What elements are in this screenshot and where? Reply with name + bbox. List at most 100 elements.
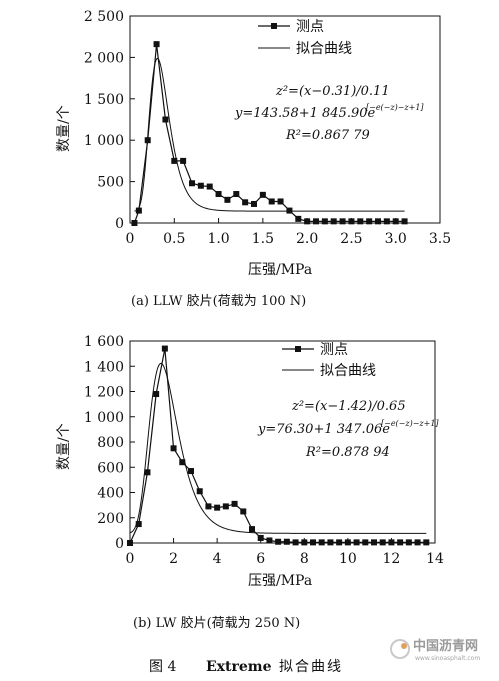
x-tick-label: 0 — [126, 551, 135, 567]
y-tick-label: 1 000 — [84, 133, 124, 149]
watermark-logo-icon — [390, 639, 410, 659]
y-tick-label: 1 200 — [84, 385, 124, 401]
measured-point — [189, 180, 195, 187]
measured-point — [171, 157, 178, 164]
chart-b-fit-curve — [129, 362, 427, 534]
measured-point — [310, 539, 316, 546]
measured-point — [339, 218, 346, 225]
watermark-url: www.sinoasphalt.com — [415, 655, 480, 662]
measured-point — [379, 539, 386, 546]
x-tick-label: 2.0 — [296, 231, 318, 247]
measured-point — [321, 218, 328, 225]
fit-curve-line — [129, 362, 427, 534]
measured-point — [283, 538, 290, 545]
measured-point — [401, 218, 408, 225]
legend-b-measured-label: 测点 — [320, 342, 348, 358]
measured-point — [353, 539, 360, 546]
measured-point — [251, 200, 257, 207]
measured-point — [292, 539, 299, 546]
chart-a-measured-series — [131, 41, 408, 226]
y-tick-label: 2 500 — [84, 9, 124, 25]
y-tick-label: 1 000 — [84, 410, 124, 426]
measured-point — [196, 488, 203, 495]
x-tick-label: 2.5 — [340, 231, 362, 247]
watermark-cn: 中国沥青网 — [413, 638, 478, 654]
chart-b-formula: z²=(x−1.42)/0.65 y=76.30+1 347.06e [−e(−… — [257, 399, 439, 460]
measured-point — [268, 198, 275, 205]
measured-point — [348, 218, 355, 225]
measured-point — [362, 539, 369, 546]
legend-a-measured-marker — [271, 23, 277, 29]
measured-point — [214, 504, 221, 511]
chart-b-formula-line3: R²=0.878 94 — [305, 445, 390, 460]
measured-point — [357, 218, 364, 225]
chart-b-formula-line2: y=76.30+1 347.06e — [257, 422, 390, 437]
measured-point — [249, 526, 255, 533]
figure-title: 图 4 Extreme 拟合曲线 — [149, 659, 341, 675]
measured-point — [240, 508, 247, 515]
chart-b-formula-exp: [−e(−z)−z+1] — [381, 419, 439, 428]
measured-point — [344, 539, 351, 546]
chart-b-frame — [129, 340, 436, 544]
measured-point — [286, 207, 293, 214]
measured-point — [266, 537, 273, 544]
chart-a-formula: z²=(x−0.31)/0.11 y=143.58+1 845.90e [−e(… — [234, 84, 424, 143]
measured-point — [397, 539, 404, 546]
measured-point — [231, 500, 238, 507]
chart-a-legend: 测点 拟合曲线 — [258, 19, 352, 57]
measured-point — [205, 503, 212, 510]
legend-a-fit-label: 拟合曲线 — [296, 41, 352, 57]
chart-a-formula-exp: [−e(−z)−z+1] — [366, 103, 424, 112]
measured-point — [257, 534, 264, 541]
y-tick-label: 400 — [97, 486, 124, 502]
measured-point — [144, 469, 151, 476]
chart-a-formula-line3: R²=0.867 79 — [285, 128, 370, 143]
y-tick-label: 500 — [97, 175, 124, 191]
chart-b: 0 2 4 6 8 10 12 14 0 200 400 600 800 1 000 1 200 1 400 1… — [56, 334, 444, 631]
measured-point — [392, 218, 399, 225]
measured-point — [327, 539, 334, 546]
y-tick-label: 1 500 — [84, 92, 124, 108]
x-tick-label: 1.5 — [252, 231, 274, 247]
figure-title-label: 图 4 — [149, 659, 176, 675]
measured-point — [330, 218, 337, 225]
x-tick-label: 8 — [300, 551, 309, 567]
measured-point — [215, 191, 222, 198]
measured-point — [301, 539, 308, 546]
chart-b-measured-series — [127, 345, 430, 546]
measured-point — [371, 539, 377, 546]
legend-b-fit-label: 拟合曲线 — [320, 363, 376, 379]
chart-a: 0 0.5 1.0 1.5 2.0 2.5 3.0 3.5 0 500 1 000 1 500 2 00… — [56, 9, 451, 309]
measured-point — [135, 521, 142, 528]
x-tick-label: 3.0 — [385, 231, 407, 247]
measured-point — [275, 538, 282, 545]
watermark: 中国沥青网 www.sinoasphalt.com — [390, 638, 480, 662]
measured-point — [259, 191, 266, 198]
chart-b-caption: (b) LW 胶片(荷载为 250 N) — [133, 615, 300, 631]
measured-point — [188, 468, 194, 475]
x-tick-label: 12 — [383, 551, 401, 567]
chart-b-ylabel: 数量/个 — [56, 423, 72, 470]
chart-a-fit-curve — [134, 57, 405, 212]
chart-a-caption: (a) LLW 胶片(荷载为 100 N) — [131, 293, 306, 309]
legend-b-measured-marker — [295, 346, 301, 352]
chart-a-formula-line2: y=143.58+1 845.90e — [234, 106, 376, 121]
chart-b-legend: 测点 拟合曲线 — [282, 342, 376, 379]
x-tick-label: 2 — [169, 551, 178, 567]
measured-point — [127, 540, 133, 546]
measured-point — [388, 539, 395, 546]
measured-point — [383, 218, 390, 225]
x-tick-label: 3.5 — [429, 231, 451, 247]
measured-point — [233, 191, 240, 198]
x-tick-label: 14 — [426, 551, 444, 567]
chart-a-frame — [129, 15, 441, 224]
measured-point — [242, 199, 249, 206]
legend-a-measured-label: 测点 — [296, 19, 324, 35]
measured-point — [318, 539, 325, 546]
measured-point — [414, 539, 421, 546]
measured-point — [197, 182, 204, 189]
measured-point — [144, 137, 151, 144]
measured-point — [153, 391, 160, 398]
chart-b-formula-line1: z²=(x−1.42)/0.65 — [291, 399, 406, 414]
